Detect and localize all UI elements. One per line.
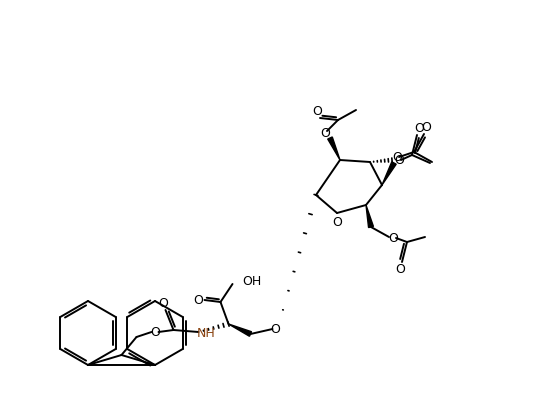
Text: O: O: [271, 323, 281, 335]
Polygon shape: [382, 162, 396, 185]
Text: O: O: [395, 263, 405, 275]
Text: O: O: [151, 326, 161, 339]
Text: O: O: [392, 150, 402, 164]
Text: O: O: [158, 296, 168, 309]
Text: O: O: [194, 293, 204, 307]
Text: O: O: [312, 104, 322, 118]
Polygon shape: [328, 137, 340, 160]
Polygon shape: [228, 324, 252, 336]
Text: O: O: [332, 215, 342, 229]
Text: O: O: [421, 120, 431, 134]
Text: NH: NH: [197, 326, 216, 339]
Text: OH: OH: [242, 275, 262, 288]
Polygon shape: [366, 205, 373, 228]
Text: O: O: [320, 127, 330, 139]
Text: O: O: [414, 122, 424, 134]
Text: O: O: [394, 153, 404, 166]
Text: O: O: [388, 231, 398, 245]
